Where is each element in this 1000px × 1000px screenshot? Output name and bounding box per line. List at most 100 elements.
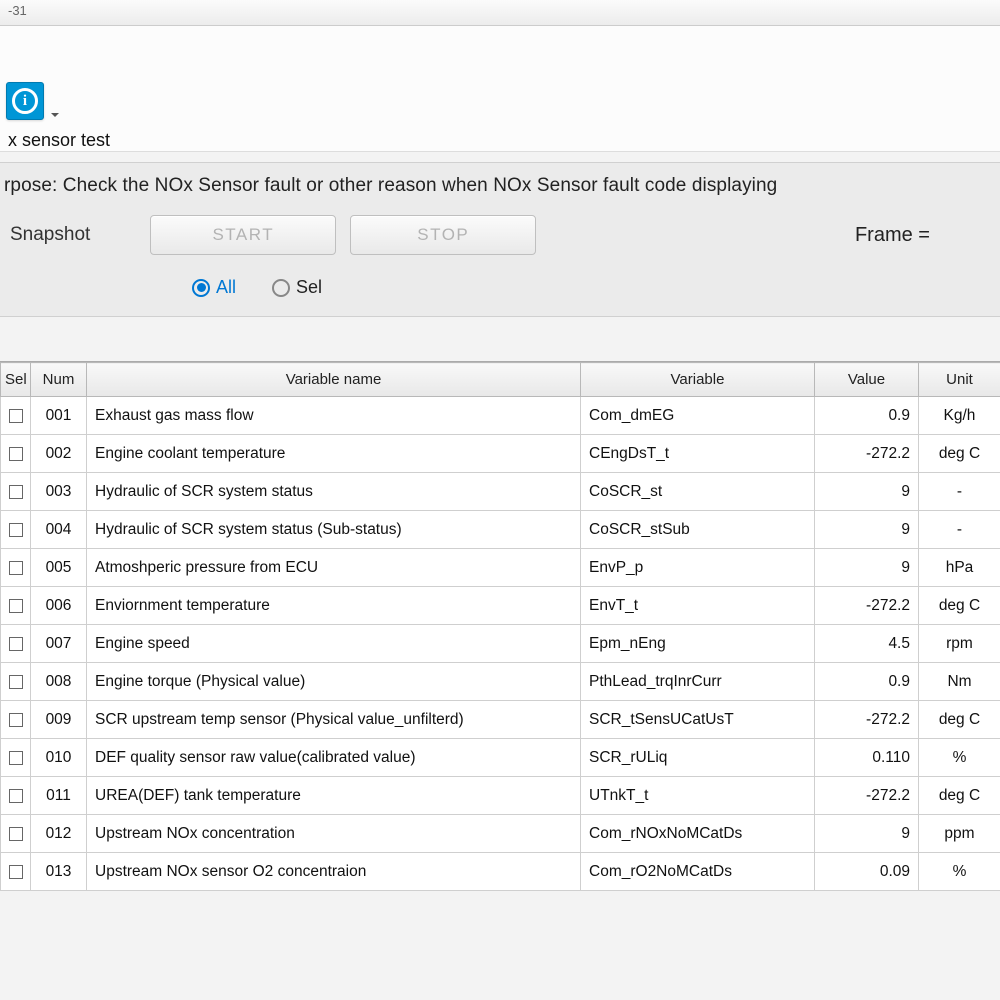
table-row[interactable]: 006Enviornment temperatureEnvT_t-272.2de… [1, 587, 1000, 625]
toolbar-dropdown-caret[interactable] [50, 110, 62, 120]
cell-unit: - [919, 473, 1000, 511]
cell-unit: deg C [919, 435, 1000, 473]
cell-value: 0.09 [815, 853, 919, 891]
radio-dot-icon [192, 279, 210, 297]
table-row[interactable]: 011UREA(DEF) tank temperatureUTnkT_t-272… [1, 777, 1000, 815]
col-header-unit[interactable]: Unit [919, 363, 1000, 397]
cell-unit: deg C [919, 587, 1000, 625]
window-title: -31 [8, 3, 27, 18]
row-checkbox[interactable] [9, 865, 23, 879]
col-header-var[interactable]: Variable [581, 363, 815, 397]
col-header-name[interactable]: Variable name [87, 363, 581, 397]
cell-name: Engine torque (Physical value) [87, 663, 581, 701]
table-row[interactable]: 004Hydraulic of SCR system status (Sub-s… [1, 511, 1000, 549]
cell-num: 003 [31, 473, 87, 511]
row-checkbox[interactable] [9, 637, 23, 651]
cell-unit: Kg/h [919, 397, 1000, 435]
table-row[interactable]: 003Hydraulic of SCR system statusCoSCR_s… [1, 473, 1000, 511]
cell-value: 9 [815, 473, 919, 511]
cell-var: UTnkT_t [581, 777, 815, 815]
start-button[interactable]: START [150, 215, 336, 255]
row-checkbox[interactable] [9, 789, 23, 803]
stop-button[interactable]: STOP [350, 215, 536, 255]
frame-label: Frame = [855, 224, 930, 247]
table-row[interactable]: 001Exhaust gas mass flowCom_dmEG0.9Kg/h [1, 397, 1000, 435]
table-row[interactable]: 002Engine coolant temperatureCEngDsT_t-2… [1, 435, 1000, 473]
row-checkbox[interactable] [9, 599, 23, 613]
info-icon: i [12, 88, 38, 114]
data-table-wrap: Sel Num Variable name Variable Value Uni… [0, 361, 1000, 891]
window-titlebar: -31 [0, 0, 1000, 26]
col-header-value[interactable]: Value [815, 363, 919, 397]
cell-value: 9 [815, 549, 919, 587]
cell-var: EnvP_p [581, 549, 815, 587]
cell-num: 008 [31, 663, 87, 701]
table-row[interactable]: 005Atmoshperic pressure from ECUEnvP_p9h… [1, 549, 1000, 587]
cell-value: -272.2 [815, 587, 919, 625]
cell-value: -272.2 [815, 701, 919, 739]
cell-name: Enviornment temperature [87, 587, 581, 625]
data-table: Sel Num Variable name Variable Value Uni… [0, 362, 1000, 891]
cell-var: SCR_rULiq [581, 739, 815, 777]
row-checkbox[interactable] [9, 447, 23, 461]
cell-num: 004 [31, 511, 87, 549]
row-checkbox[interactable] [9, 409, 23, 423]
cell-num: 002 [31, 435, 87, 473]
spacer [0, 317, 1000, 361]
cell-var: PthLead_trqInrCurr [581, 663, 815, 701]
cell-num: 012 [31, 815, 87, 853]
cell-name: Hydraulic of SCR system status (Sub-stat… [87, 511, 581, 549]
cell-unit: % [919, 739, 1000, 777]
cell-name: Engine speed [87, 625, 581, 663]
table-row[interactable]: 008Engine torque (Physical value)PthLead… [1, 663, 1000, 701]
control-panel: rpose: Check the NOx Sensor fault or oth… [0, 162, 1000, 317]
col-header-sel[interactable]: Sel [1, 363, 31, 397]
cell-var: Com_dmEG [581, 397, 815, 435]
row-checkbox[interactable] [9, 561, 23, 575]
row-checkbox[interactable] [9, 751, 23, 765]
table-row[interactable]: 007Engine speedEpm_nEng4.5rpm [1, 625, 1000, 663]
cell-num: 001 [31, 397, 87, 435]
cell-unit: Nm [919, 663, 1000, 701]
cell-name: Engine coolant temperature [87, 435, 581, 473]
row-checkbox[interactable] [9, 827, 23, 841]
cell-unit: deg C [919, 701, 1000, 739]
row-checkbox[interactable] [9, 485, 23, 499]
cell-unit: rpm [919, 625, 1000, 663]
cell-name: DEF quality sensor raw value(calibrated … [87, 739, 581, 777]
radio-all[interactable]: All [192, 277, 236, 298]
cell-value: 9 [815, 511, 919, 549]
toolbar: i x sensor test [0, 26, 1000, 152]
col-header-num[interactable]: Num [31, 363, 87, 397]
radio-sel[interactable]: Sel [272, 277, 322, 298]
cell-num: 006 [31, 587, 87, 625]
row-checkbox[interactable] [9, 523, 23, 537]
table-row[interactable]: 009SCR upstream temp sensor (Physical va… [1, 701, 1000, 739]
table-row[interactable]: 012Upstream NOx concentrationCom_rNOxNoM… [1, 815, 1000, 853]
cell-num: 005 [31, 549, 87, 587]
table-row[interactable]: 013Upstream NOx sensor O2 concentraionCo… [1, 853, 1000, 891]
cell-var: CEngDsT_t [581, 435, 815, 473]
cell-name: UREA(DEF) tank temperature [87, 777, 581, 815]
cell-name: Atmoshperic pressure from ECU [87, 549, 581, 587]
cell-unit: - [919, 511, 1000, 549]
cell-var: EnvT_t [581, 587, 815, 625]
cell-value: 0.9 [815, 397, 919, 435]
row-checkbox[interactable] [9, 713, 23, 727]
snapshot-label: Snapshot [10, 224, 90, 246]
radio-group: All Sel [2, 277, 990, 298]
cell-var: Com_rO2NoMCatDs [581, 853, 815, 891]
cell-num: 013 [31, 853, 87, 891]
cell-value: 0.9 [815, 663, 919, 701]
row-checkbox[interactable] [9, 675, 23, 689]
cell-value: 0.110 [815, 739, 919, 777]
cell-name: Exhaust gas mass flow [87, 397, 581, 435]
cell-value: -272.2 [815, 777, 919, 815]
info-button[interactable]: i [6, 82, 44, 120]
radio-dot-icon [272, 279, 290, 297]
table-row[interactable]: 010DEF quality sensor raw value(calibrat… [1, 739, 1000, 777]
cell-unit: ppm [919, 815, 1000, 853]
cell-var: Com_rNOxNoMCatDs [581, 815, 815, 853]
cell-value: -272.2 [815, 435, 919, 473]
cell-num: 009 [31, 701, 87, 739]
